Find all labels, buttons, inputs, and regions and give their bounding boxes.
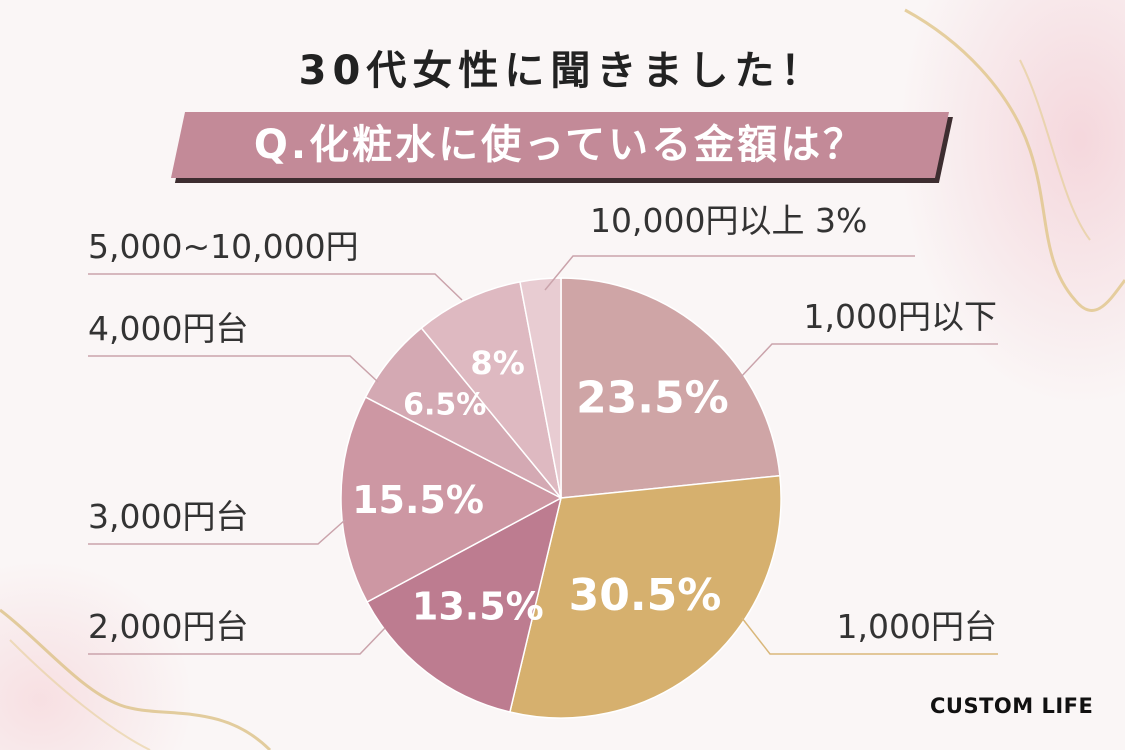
percent-label: 13.5%	[412, 585, 544, 629]
percent-label: 30.5%	[569, 570, 722, 621]
pie-slice	[560, 277, 781, 499]
pie-slice	[340, 396, 563, 604]
category-label: 1,000円台	[837, 607, 997, 646]
leader-line	[88, 355, 379, 383]
category-label: 1,000円以下	[804, 297, 997, 336]
category-label: 10,000円以上 3%	[590, 201, 867, 240]
leader-line	[741, 617, 998, 655]
percent-label: 23.5%	[576, 373, 729, 424]
category-label: 5,000~10,000円	[88, 227, 359, 266]
gold-vein-decoration	[0, 8, 1125, 750]
pie-slice	[420, 281, 562, 499]
leader-line	[88, 519, 346, 545]
leader-line	[739, 343, 998, 379]
pie-slice	[508, 474, 782, 719]
survey-heading: 30代女性に聞きました！	[298, 48, 827, 94]
pie-slice	[366, 496, 563, 713]
percent-label: 8%	[470, 344, 524, 382]
pie-slice	[519, 277, 562, 499]
question-title: Q.化粧水に使っている金額は？	[253, 122, 867, 168]
category-label: 2,000円台	[88, 607, 248, 646]
leader-line	[88, 273, 463, 301]
leader-line	[88, 627, 386, 655]
brand-logo: CUSTOM LIFE	[930, 694, 1094, 718]
category-label: 3,000円台	[88, 497, 248, 536]
category-label: 4,000円台	[88, 309, 248, 348]
percent-label: 6.5%	[403, 388, 486, 423]
percent-label: 15.5%	[352, 478, 484, 522]
leader-line	[544, 255, 915, 291]
